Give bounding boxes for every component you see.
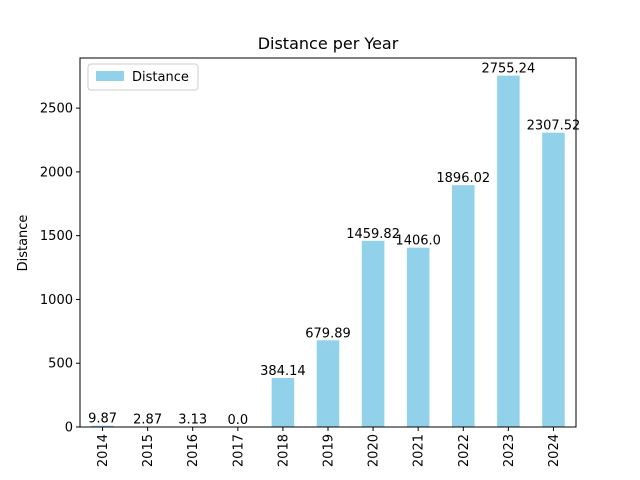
value-label: 9.87 <box>88 412 117 427</box>
chart-title: Distance per Year <box>258 34 399 53</box>
x-tick-label: 2023 <box>502 434 517 467</box>
legend-label: Distance <box>132 70 189 85</box>
bar <box>271 378 295 427</box>
x-tick-label: 2017 <box>231 434 246 467</box>
y-tick-label: 1000 <box>40 293 73 308</box>
y-tick-label: 2000 <box>40 165 73 180</box>
bar <box>316 340 340 427</box>
x-tick-label: 2024 <box>547 434 562 467</box>
legend-swatch <box>96 71 124 81</box>
value-label: 0.0 <box>227 413 248 428</box>
value-label: 2755.24 <box>481 62 535 77</box>
value-label: 679.89 <box>305 326 351 341</box>
value-label: 1896.02 <box>436 171 490 186</box>
y-axis-label: Distance <box>16 215 31 272</box>
y-tick-label: 0 <box>65 421 73 436</box>
y-tick-label: 2500 <box>40 102 73 117</box>
value-label: 384.14 <box>260 364 306 379</box>
y-tick-label: 500 <box>48 357 73 372</box>
bar <box>542 132 565 427</box>
bar <box>361 240 385 427</box>
x-tick-label: 2022 <box>457 434 472 467</box>
value-label: 1406.0 <box>395 234 441 249</box>
value-label: 2.87 <box>133 413 162 428</box>
x-tick-label: 2019 <box>322 434 337 467</box>
x-tick-label: 2021 <box>412 434 427 467</box>
value-label: 1459.82 <box>346 227 400 242</box>
x-tick-label: 2018 <box>276 434 291 467</box>
y-tick-label: 1500 <box>40 229 73 244</box>
bar <box>406 247 430 427</box>
axes-frame <box>79 57 577 428</box>
x-tick-label: 2020 <box>367 434 382 467</box>
bar <box>497 75 520 428</box>
bar <box>91 425 114 427</box>
bar <box>452 185 475 427</box>
value-label: 2307.52 <box>527 119 581 134</box>
x-tick-label: 2015 <box>141 434 156 467</box>
x-tick-label: 2016 <box>186 434 201 467</box>
x-tick-label: 2014 <box>96 434 111 467</box>
value-label: 3.13 <box>178 413 207 428</box>
legend-box <box>87 63 199 91</box>
